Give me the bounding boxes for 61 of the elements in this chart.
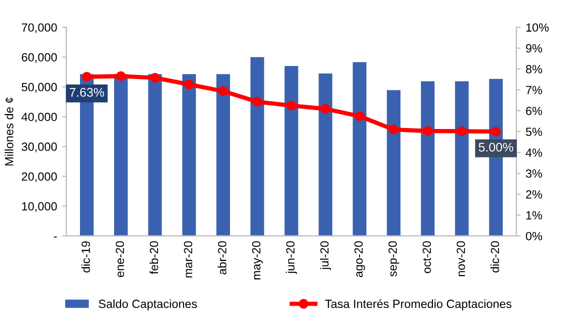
x-tick-label: dic-20 xyxy=(490,241,500,272)
point xyxy=(286,100,296,110)
bar xyxy=(455,81,469,236)
x-tick-label: jul-20 xyxy=(320,241,331,270)
y-tick-label: - xyxy=(54,236,57,238)
x-tick-label: dic-19 xyxy=(81,241,90,272)
y2-tick-label: 6% xyxy=(526,106,542,116)
y2-tick-label: 2% xyxy=(526,190,542,199)
point xyxy=(491,126,501,136)
point xyxy=(82,72,92,82)
y-tick-label: 70,000 xyxy=(22,23,57,34)
y2-tick-label: 1% xyxy=(526,211,542,220)
y2-tick-label: 4% xyxy=(526,148,542,157)
point xyxy=(320,104,330,114)
point xyxy=(252,96,262,107)
y2-tick-label: 3% xyxy=(526,169,542,178)
y-tick-label: 40,000 xyxy=(21,112,57,122)
point xyxy=(184,80,194,90)
y-tick-label: 30,000 xyxy=(22,142,57,152)
y-tick-label: 20,000 xyxy=(22,172,57,182)
data-label: 7.63% xyxy=(70,88,104,97)
data-label: 5.00% xyxy=(478,142,514,152)
y-tick-label: 50,000 xyxy=(22,82,57,93)
point xyxy=(422,126,433,136)
x-tick-label: ago-20 xyxy=(354,241,366,278)
bar xyxy=(318,73,332,236)
y2-tick-label: 10% xyxy=(526,23,549,32)
x-tick-label: may-20 xyxy=(252,241,263,280)
bar xyxy=(420,81,435,236)
point xyxy=(116,71,126,81)
bar xyxy=(148,74,162,236)
y2-tick-label: 7% xyxy=(526,86,542,94)
y2-tick-label: 0% xyxy=(526,232,542,240)
point xyxy=(354,111,364,122)
x-tick-label: nov-20 xyxy=(456,241,466,276)
bar xyxy=(216,74,230,236)
y-axis-title: Millones de ¢ xyxy=(4,98,14,166)
bar xyxy=(284,66,298,236)
point xyxy=(218,86,228,96)
y-tick-label: 60,000 xyxy=(22,53,57,63)
point xyxy=(457,126,467,136)
y2-tick-label: 8% xyxy=(526,65,542,74)
bar xyxy=(386,90,400,236)
x-tick-label: abr-20 xyxy=(218,241,226,274)
x-tick-label: ene-20 xyxy=(116,241,124,278)
y2-tick-label: 9% xyxy=(526,44,542,53)
x-tick-label: oct-20 xyxy=(422,241,431,274)
legend-label: Tasa Interés Promedio Captaciones xyxy=(325,299,512,310)
point xyxy=(388,124,399,134)
x-tick-label: jun-20 xyxy=(286,241,297,274)
point xyxy=(150,72,160,83)
x-tick-label: sep-20 xyxy=(388,241,400,277)
bar xyxy=(250,57,264,236)
x-tick-label: feb-20 xyxy=(150,241,158,274)
bar xyxy=(352,62,366,236)
legend-label: Saldo Captaciones xyxy=(98,299,197,310)
x-tick-label: mar-20 xyxy=(184,241,192,278)
bar xyxy=(182,74,196,236)
y-tick-label: 10,000 xyxy=(22,202,57,212)
y2-tick-label: 5% xyxy=(526,128,542,136)
bar xyxy=(114,74,128,236)
